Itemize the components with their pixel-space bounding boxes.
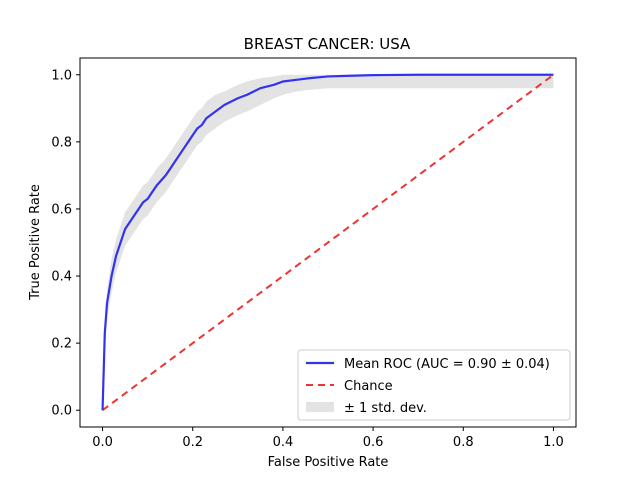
y-axis: 0.0 0.2 0.4 0.6 0.8 1.0 [51, 68, 80, 419]
y-tick-label: 0.8 [51, 135, 72, 150]
x-tick-label: 0.4 [273, 435, 294, 450]
y-tick-label: 0.2 [51, 337, 72, 352]
mean-roc-line [101, 73, 554, 411]
legend-band-swatch [306, 402, 334, 412]
x-tick-label: 1.0 [543, 435, 564, 450]
y-tick-label: 0.6 [51, 202, 72, 217]
x-tick-label: 0.0 [92, 435, 113, 450]
x-tick-label: 0.2 [182, 435, 203, 450]
y-tick-label: 0.0 [51, 404, 72, 419]
legend-frame [297, 349, 571, 421]
legend-band-label: ± 1 std. dev. [344, 401, 427, 416]
legend-roc-label: Mean ROC (AUC = 0.90 ± 0.04) [344, 357, 550, 372]
x-tick-label: 0.8 [453, 435, 474, 450]
plot-area [101, 73, 555, 412]
legend: Mean ROC (AUC = 0.90 ± 0.04) Chance ± 1 … [297, 349, 571, 421]
y-tick-label: 0.4 [51, 270, 72, 285]
chart-title: BREAST CANCER: USA [244, 35, 411, 53]
chance-line [101, 73, 555, 412]
y-tick-label: 1.0 [51, 68, 72, 83]
plot-frame [79, 57, 577, 428]
y-axis-label: True Positive Rate [28, 184, 43, 301]
legend-chance-label: Chance [344, 379, 393, 394]
x-tick-label: 0.6 [363, 435, 384, 450]
x-axis: 0.0 0.2 0.4 0.6 0.8 1.0 [92, 427, 564, 450]
x-axis-label: False Positive Rate [268, 455, 389, 470]
